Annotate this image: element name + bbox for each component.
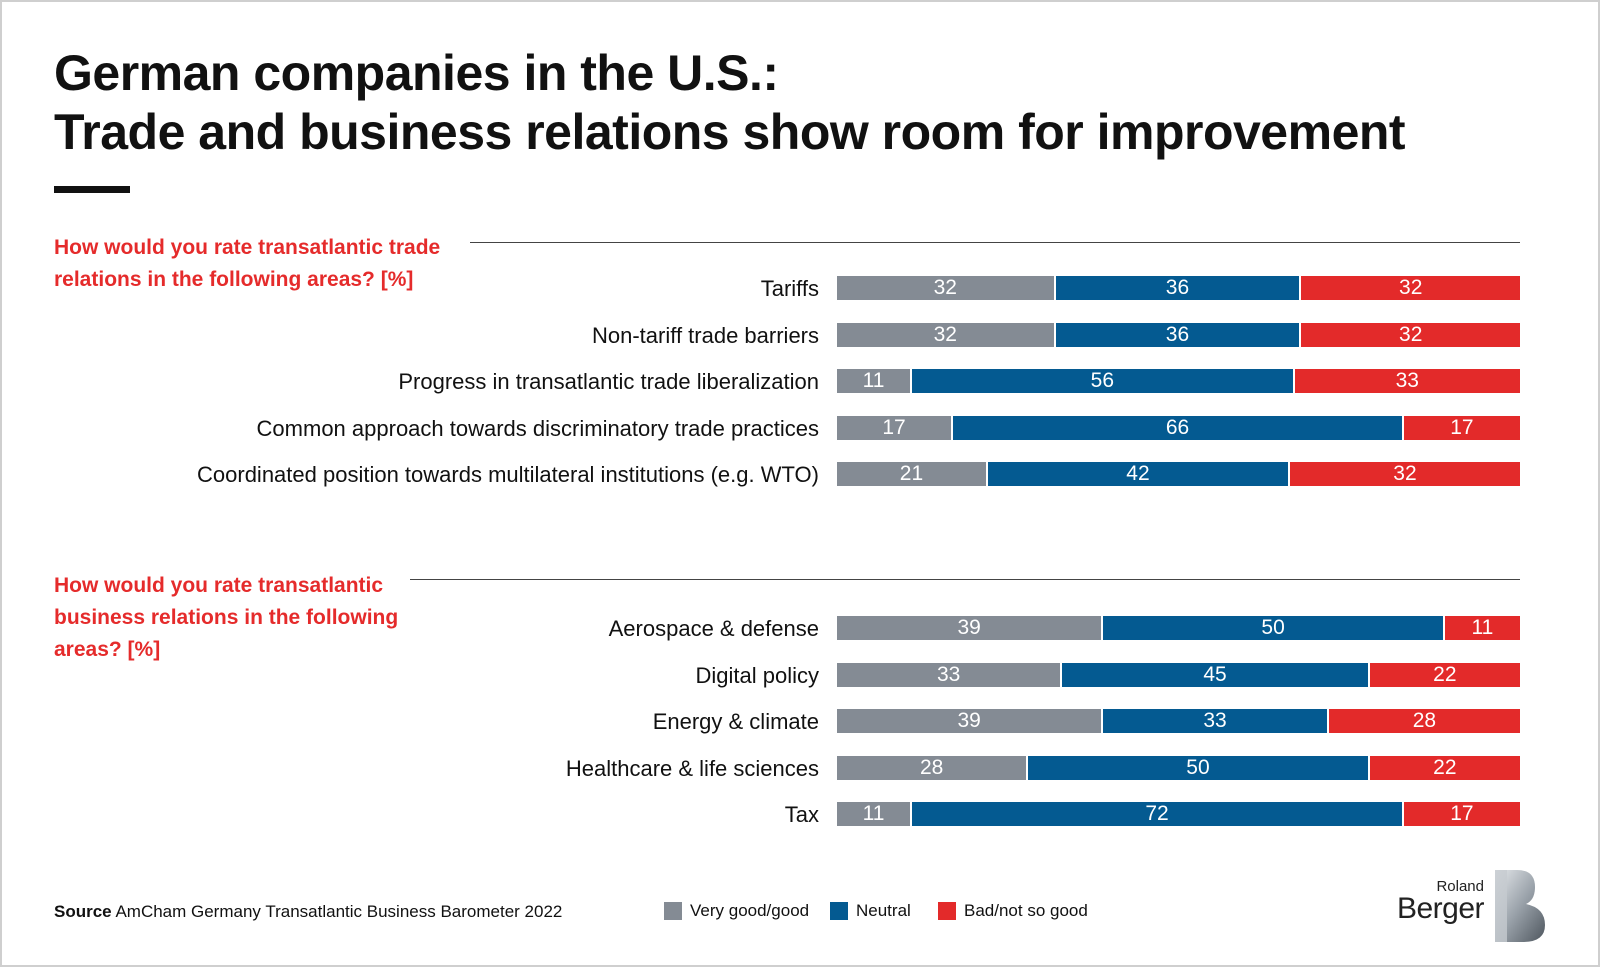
bar-value-label: 39 [957, 616, 981, 639]
bar-value-label: 33 [1203, 709, 1227, 732]
bar-segment-neutral: 66 [953, 415, 1404, 440]
bar-value-label: 32 [1399, 322, 1423, 346]
logo-berger-text: Berger [1396, 892, 1485, 925]
bar-segment-neutral: 50 [1103, 616, 1445, 640]
bar-segment-bad: 22 [1369, 755, 1520, 780]
bar-segment-good: 39 [837, 709, 1104, 733]
bar-segment-neutral: 45 [1062, 662, 1370, 687]
bar-segment-neutral: 33 [1103, 709, 1329, 733]
bar-value-label: 11 [1471, 616, 1494, 639]
bar-value-label: 33 [937, 662, 961, 686]
row-label: Progress in transatlantic trade liberali… [398, 369, 819, 394]
bar-segment-good: 39 [837, 616, 1104, 640]
row-label: Energy & climate [652, 709, 819, 734]
bar-value-label: 36 [1165, 322, 1190, 346]
row-label: Common approach towards discriminatory t… [256, 415, 819, 441]
bar-value-label: 50 [1261, 616, 1285, 639]
bar-value-label: 17 [1450, 802, 1474, 825]
bar-value-label: 32 [1393, 462, 1417, 485]
bar-segment-bad: 17 [1403, 802, 1520, 826]
bar-segment-good: 11 [837, 369, 913, 393]
bar-value-label: 56 [1090, 369, 1115, 392]
question-business: How would you rate transatlantic busines… [54, 574, 399, 661]
bar-segment-bad: 33 [1294, 369, 1520, 393]
page-title: German companies in the U.S.: Trade and … [54, 44, 1406, 162]
legend-label-neutral: Neutral [856, 901, 911, 920]
bar-segment-bad: 22 [1369, 662, 1520, 687]
legend-label-good: Very good/good [690, 901, 810, 920]
bar-segment-good: 17 [837, 415, 954, 440]
bar-value-label: 11 [862, 369, 885, 392]
section-rule-trade [470, 242, 1520, 243]
title-line-1: German companies in the U.S.: [54, 45, 779, 101]
bar-segment-neutral: 56 [912, 369, 1295, 393]
row-label: Coordinated position towards multilatera… [197, 462, 819, 487]
legend-item-bad: Bad/not so good [938, 901, 1088, 921]
logo-roland-text: Roland [1436, 878, 1484, 895]
legend-swatch-good [664, 902, 682, 920]
title-underline [54, 186, 130, 193]
bar-segment-bad: 32 [1301, 276, 1520, 300]
row-label: Digital policy [695, 662, 820, 688]
legend-item-good: Very good/good [664, 901, 809, 921]
bar-value-label: 32 [1399, 276, 1423, 299]
legend-swatch-bad [938, 902, 956, 920]
title-line-2: Trade and business relations show room f… [54, 104, 1406, 160]
legend-label-bad: Bad/not so good [964, 901, 1088, 920]
bar-value-label: 32 [933, 322, 957, 346]
bar-segment-neutral: 36 [1055, 276, 1302, 300]
bar-value-label: 17 [1450, 415, 1474, 439]
row-label: Non-tariff trade barriers [591, 322, 819, 348]
bar-value-label: 22 [1433, 662, 1457, 686]
bar-value-label: 28 [1412, 709, 1437, 732]
bar-segment-bad: 11 [1444, 616, 1520, 640]
bar-value-label: 21 [899, 462, 924, 485]
bar-value-label: 39 [957, 709, 981, 732]
bar-segment-good: 28 [837, 755, 1029, 780]
bar-segment-good: 32 [837, 322, 1056, 347]
bar-value-label: 45 [1203, 662, 1227, 686]
bar-segment-good: 11 [837, 802, 913, 826]
bar-value-label: 42 [1126, 462, 1150, 485]
row-label: Tariffs [760, 276, 819, 301]
source-text: AmCham Germany Transatlantic Business Ba… [115, 902, 563, 921]
bar-value-label: 11 [862, 802, 885, 825]
logo-b-icon [1495, 870, 1545, 942]
bar-value-label: 17 [882, 415, 906, 439]
bar-segment-neutral: 50 [1028, 755, 1370, 780]
bar-value-label: 33 [1395, 369, 1419, 392]
bar-segment-good: 32 [837, 276, 1056, 300]
row-label: Aerospace & defense [608, 616, 819, 641]
row-label: Tax [784, 802, 819, 827]
bar-value-label: 36 [1165, 276, 1190, 299]
legend-item-neutral: Neutral [830, 901, 911, 921]
bar-segment-bad: 28 [1328, 709, 1520, 733]
bar-value-label: 50 [1186, 755, 1210, 779]
bar-segment-good: 21 [837, 462, 988, 486]
source-label: Source [54, 902, 112, 921]
roland-berger-logo: Roland Berger [1393, 868, 1548, 944]
bar-segment-neutral: 72 [912, 802, 1404, 826]
bar-value-label: 72 [1145, 802, 1169, 825]
bar-value-label: 28 [919, 755, 944, 779]
question-trade: How would you rate transatlantic trade r… [54, 236, 441, 291]
section-rule-business [410, 579, 1520, 580]
legend-swatch-neutral [830, 902, 848, 920]
bar-segment-bad: 32 [1301, 322, 1520, 347]
bar-segment-bad: 17 [1403, 415, 1520, 440]
source-note: Source AmCham Germany Transatlantic Busi… [54, 902, 562, 922]
bar-segment-neutral: 36 [1055, 322, 1302, 347]
bar-segment-good: 33 [837, 662, 1063, 687]
row-label: Healthcare & life sciences [565, 755, 819, 781]
bar-value-label: 32 [933, 276, 957, 299]
bar-segment-neutral: 42 [987, 462, 1290, 486]
bar-value-label: 66 [1165, 415, 1190, 439]
bar-segment-bad: 32 [1289, 462, 1520, 486]
bar-value-label: 22 [1433, 755, 1457, 779]
